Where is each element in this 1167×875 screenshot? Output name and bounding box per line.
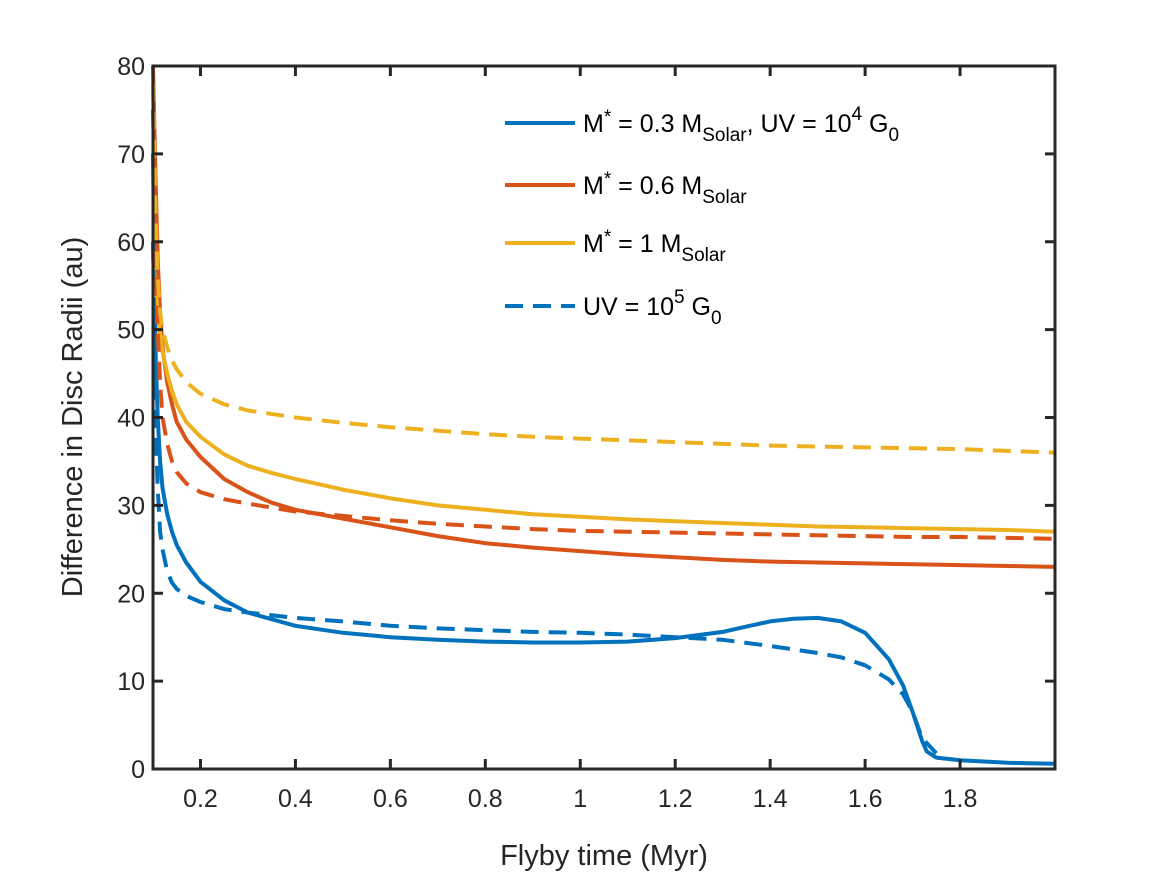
legend-label-yellow-solid: M* = 1 MSolar [583,227,726,266]
y-axis-label: Difference in Disc Radii (au) [57,237,89,598]
x-tick-label: 1.6 [848,785,883,813]
x-axis-label: Flyby time (Myr) [500,840,708,872]
series-line-yellow-dashed [151,83,1056,455]
legend-label-blue-dashed: UV = 105 G0 [583,287,722,329]
tick-label-layer: 0.2 0.4 0.6 0.8 1 1.2 1.4 1.6 1.8 0 10 20 30 40 50 60 70… [117,53,977,813]
x-tick-label: 1.2 [658,785,693,813]
y-tick-label: 40 [117,405,145,433]
x-tick-label: 1 [573,785,587,813]
y-tick-label: 80 [117,53,145,81]
y-tick-label: 20 [117,580,145,608]
y-tick-label: 0 [131,756,145,784]
legend: M* = 0.3 MSolar, UV = 104 G0 M* = 0.6 MS… [492,94,1037,339]
y-tick-label: 70 [117,141,145,169]
series-line-red-dashed [151,109,1056,541]
series-line-blue-solid [151,153,1056,766]
x-tick-label: 0.6 [373,785,408,813]
series-line-blue-dashed [151,241,938,755]
x-tick-label: 1.8 [943,785,978,813]
x-tick-label: 1.4 [753,785,788,813]
x-tick-label: 0.2 [183,785,218,813]
tick-layer [153,64,1055,771]
series-line-yellow-solid [151,259,1056,534]
plot-area-border [151,64,1057,771]
x-tick-label: 0.8 [468,785,503,813]
y-tick-label: 60 [117,229,145,257]
legend-label-red-solid: M* = 0.6 MSolar [583,169,747,208]
y-tick-label: 10 [117,668,145,696]
y-tick-label: 30 [117,492,145,520]
legend-box [492,94,1037,339]
x-tick-label: 0.4 [278,785,313,813]
legend-label-blue-solid: M* = 0.3 MSolar, UV = 104 G0 [583,104,899,146]
y-tick-label: 50 [117,317,145,345]
series-layer [151,65,1056,766]
